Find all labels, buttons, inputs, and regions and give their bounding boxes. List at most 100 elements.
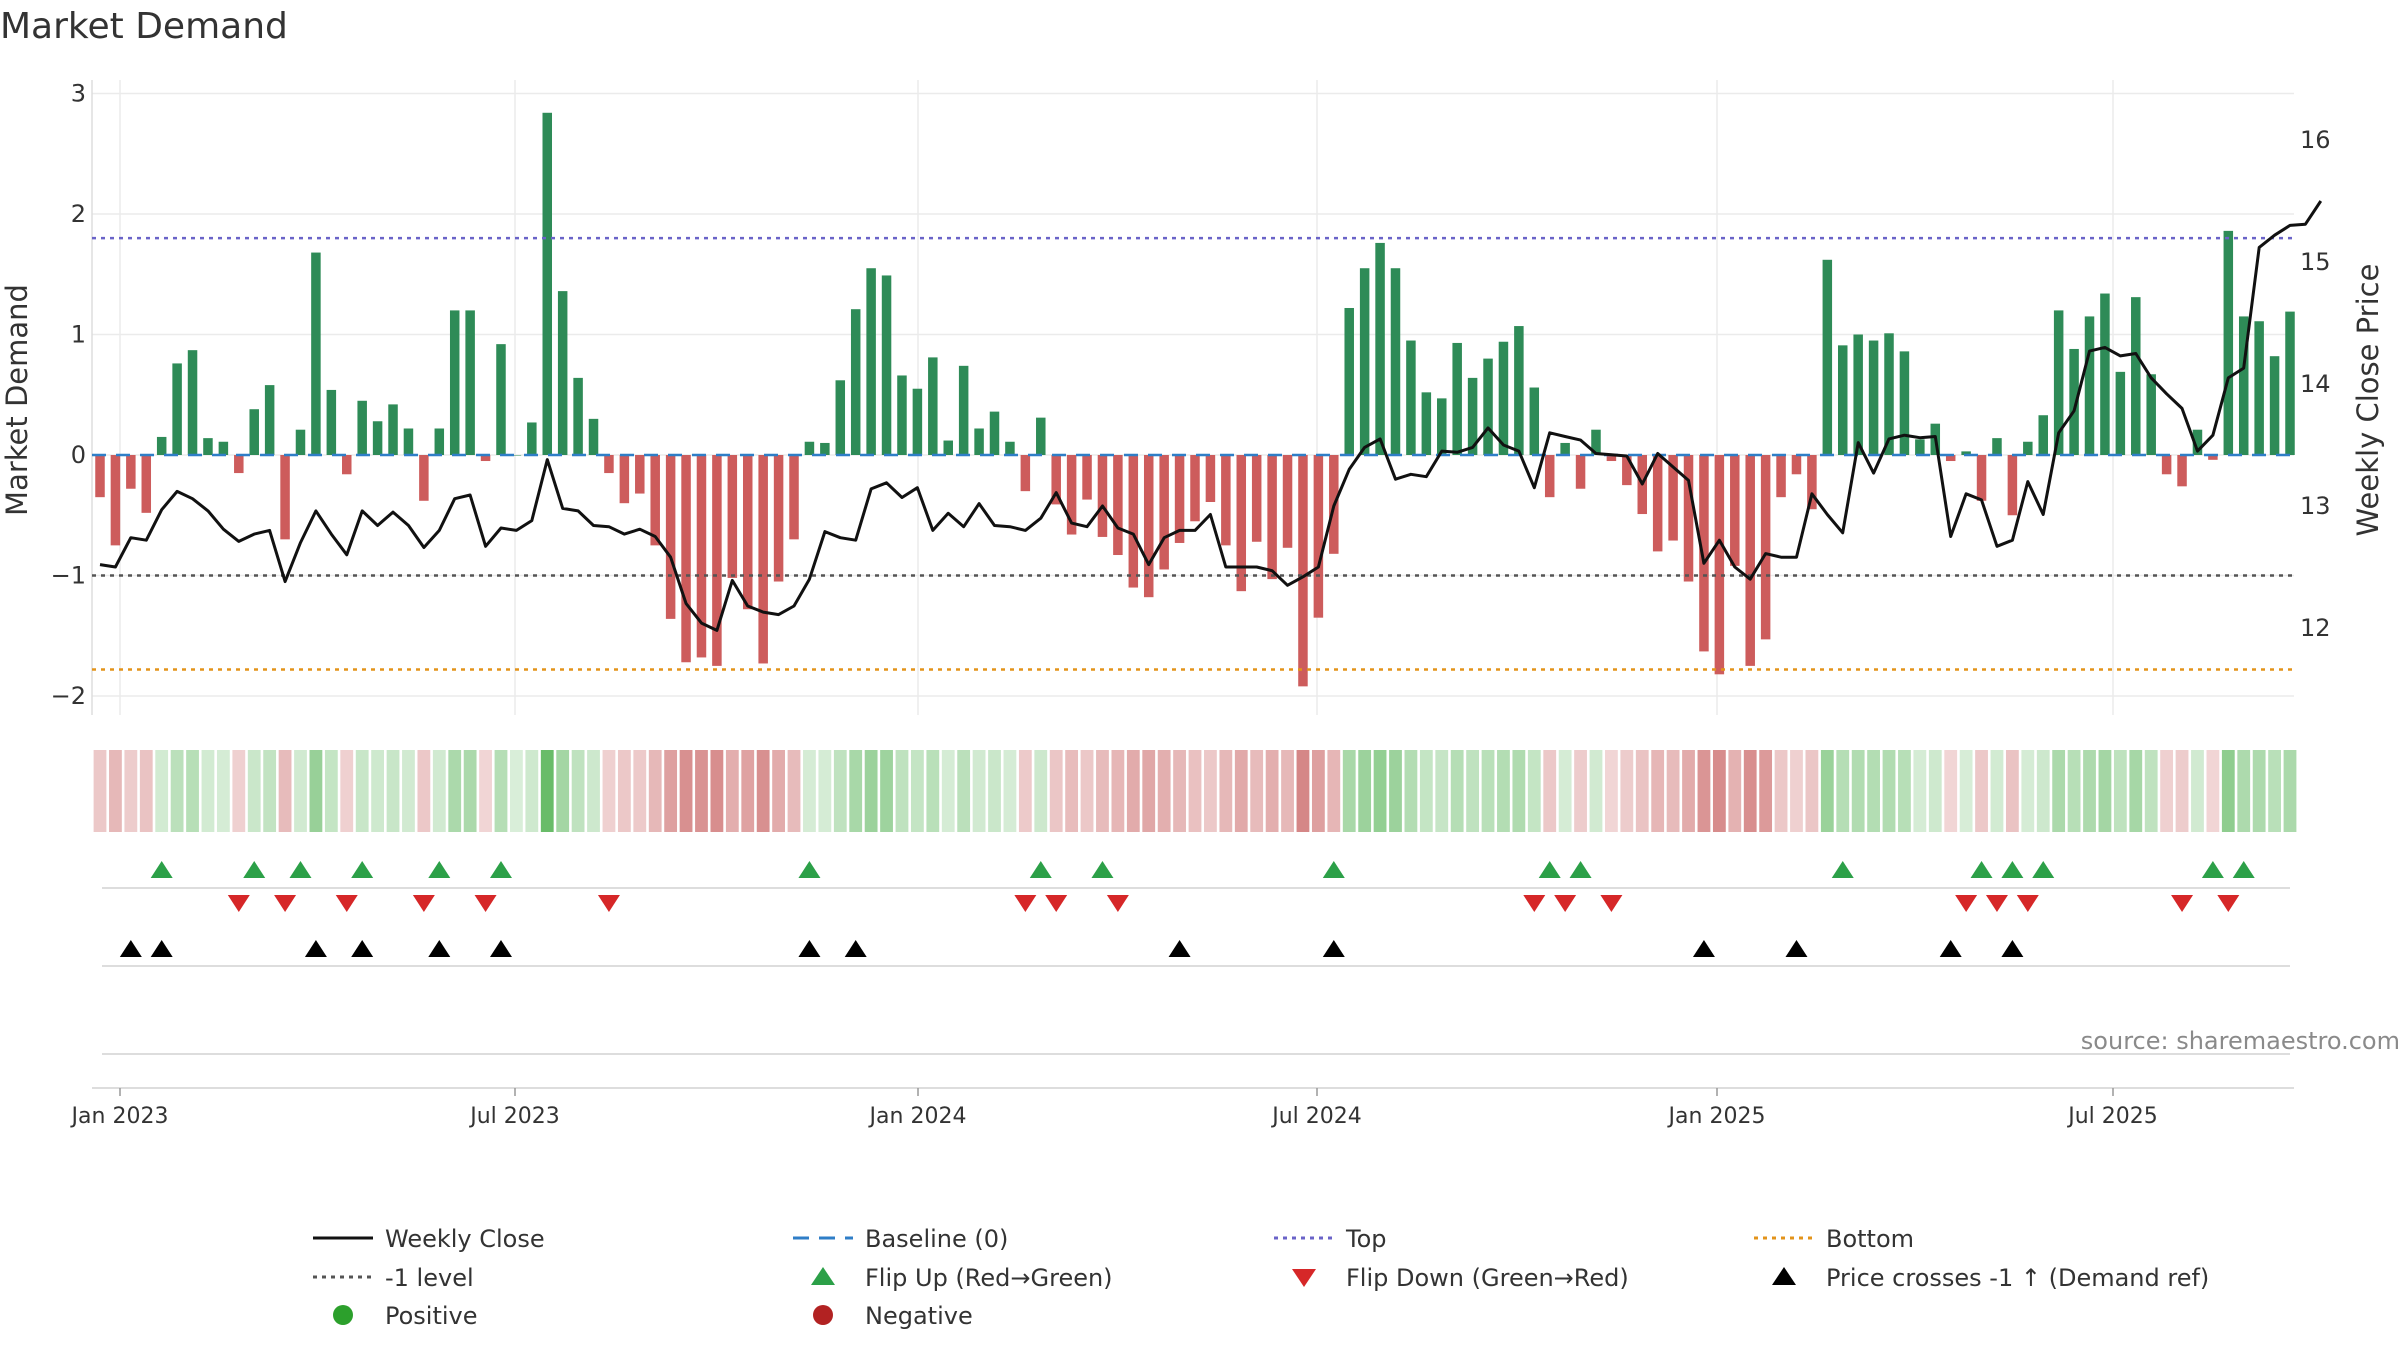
- price-cross-marker: [844, 940, 867, 957]
- strip-cell: [1219, 750, 1233, 832]
- strip-cell: [124, 750, 138, 832]
- strip-cell: [617, 750, 631, 832]
- flip-down-marker: [2171, 895, 2194, 912]
- strip-cell: [432, 750, 446, 832]
- strip-cell: [1373, 750, 1387, 832]
- y-tick-left: −2: [51, 682, 86, 710]
- demand-bar: [1298, 455, 1308, 687]
- demand-bar: [1483, 358, 1493, 455]
- demand-bar: [1776, 455, 1786, 498]
- y-tick-left: 3: [71, 80, 86, 108]
- demand-bar: [110, 455, 121, 546]
- flip-up-marker: [1029, 861, 1052, 878]
- demand-bar: [1236, 455, 1247, 592]
- demand-bar: [1251, 455, 1262, 542]
- strip-cell: [1589, 750, 1603, 832]
- strip-cell: [602, 750, 616, 832]
- y-tick-left: 2: [71, 200, 86, 228]
- strip-cell: [186, 750, 199, 832]
- y-tick-right: 14: [2300, 370, 2331, 398]
- demand-bar: [2285, 311, 2295, 455]
- strip-cell: [895, 750, 909, 832]
- strip-cell: [1558, 750, 1572, 832]
- strip-cell: [1265, 750, 1279, 832]
- strip-cell: [664, 750, 678, 832]
- legend-label: Negative: [865, 1302, 973, 1330]
- flip-up-marker: [2001, 861, 2024, 878]
- strip-cell: [2005, 750, 2019, 832]
- demand-bar: [1915, 439, 1925, 455]
- demand-bar: [2223, 230, 2234, 455]
- y-tick-left: 0: [71, 441, 86, 469]
- demand-bar: [1807, 455, 1817, 510]
- strip-cell: [201, 750, 215, 832]
- legend-swatch: [1772, 1267, 1796, 1285]
- flip-down-marker: [1985, 895, 2008, 912]
- demand-bar: [1575, 455, 1586, 489]
- price-cross-marker: [1939, 940, 1962, 957]
- demand-bar: [496, 344, 506, 455]
- price-cross-marker: [119, 940, 142, 957]
- demand-bar: [619, 455, 630, 504]
- strip-cell: [1851, 750, 1865, 832]
- demand-bar: [2053, 310, 2064, 455]
- strip-cell: [972, 750, 986, 832]
- demand-bar: [1190, 455, 1200, 522]
- demand-bar: [1143, 455, 1154, 598]
- demand-bar: [974, 428, 984, 455]
- demand-bar: [2023, 441, 2033, 455]
- flip-down-marker: [412, 895, 435, 912]
- demand-bar: [1082, 455, 1092, 500]
- strip-cell: [988, 750, 1001, 832]
- demand-bar: [835, 380, 846, 455]
- strip-cell: [710, 750, 724, 832]
- strip-cell: [1497, 750, 1510, 832]
- strip-cell: [1003, 750, 1017, 832]
- strip-cell: [1697, 750, 1711, 832]
- flip-down-marker: [1523, 895, 1546, 912]
- legend-label: Baseline (0): [865, 1225, 1008, 1253]
- strip-cell: [1975, 750, 1988, 832]
- strip-cell: [2191, 750, 2204, 832]
- grid: [91, 80, 2294, 715]
- strip-cell: [571, 750, 585, 832]
- demand-bar: [264, 385, 275, 455]
- strip-cell: [2175, 750, 2189, 832]
- demand-bar: [742, 455, 753, 610]
- demand-bar: [912, 388, 923, 455]
- flip-down-marker: [335, 895, 358, 912]
- strip-cell: [1389, 750, 1402, 832]
- demand-bar: [897, 375, 907, 455]
- y-tick-right: 13: [2300, 492, 2331, 520]
- strip-cell: [1034, 750, 1048, 832]
- strip-cell: [2221, 750, 2235, 832]
- demand-bar: [1560, 442, 1570, 455]
- demand-bar: [1282, 455, 1293, 548]
- strip-cell: [2067, 750, 2081, 832]
- strip-cell: [2129, 750, 2143, 832]
- price-cross-marker: [1322, 940, 1345, 957]
- demand-bar: [928, 357, 938, 455]
- demand-bar: [126, 455, 136, 489]
- strip-cell: [1250, 750, 1264, 832]
- strip-cell: [849, 750, 863, 832]
- demand-bar: [1020, 455, 1031, 492]
- legend-label: Top: [1345, 1225, 1387, 1253]
- flip-up-marker: [428, 861, 451, 878]
- legend-swatch: [333, 1305, 353, 1325]
- strip-cell: [1635, 750, 1649, 832]
- price-cross-marker: [2001, 940, 2024, 957]
- strip-cell: [1173, 750, 1186, 832]
- demand-bar: [1945, 455, 1956, 462]
- demand-bar: [1313, 455, 1324, 618]
- strip-cell: [525, 750, 539, 832]
- strip-cell: [278, 750, 292, 832]
- flip-up-marker: [1091, 861, 1114, 878]
- legend-swatch: [1292, 1269, 1316, 1287]
- strip-cell: [155, 750, 169, 832]
- demand-bar: [342, 455, 352, 475]
- y-tick-right: 12: [2300, 614, 2331, 642]
- demand-bar: [141, 455, 152, 513]
- strip-cell: [1666, 750, 1680, 832]
